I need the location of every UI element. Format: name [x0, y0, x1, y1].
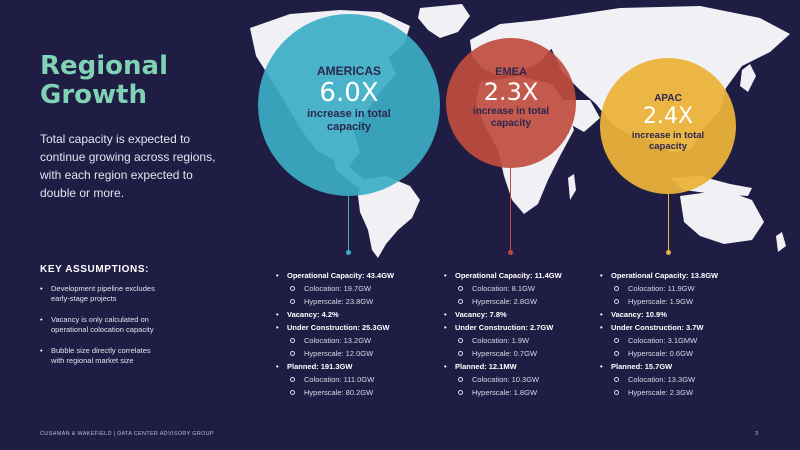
key-assumptions-heading: KEY ASSUMPTIONS: — [40, 264, 150, 275]
emea-construction-hyperscale: Hyperscale: 0.7GW — [444, 347, 562, 360]
apac-construction-hyperscale: Hyperscale: 0.6GW — [600, 347, 718, 360]
americas-operational-capacity: Operational Capacity: 43.4GW — [276, 269, 394, 282]
americas-planned-colocation: Colocation: 111.0GW — [276, 373, 394, 386]
emea-connector-dot — [508, 250, 513, 255]
intro-text: Total capacity is expected to continue g… — [40, 132, 216, 200]
map-japan — [740, 64, 756, 92]
emea-stats: Operational Capacity: 11.4GW Colocation:… — [444, 269, 562, 399]
americas-description: increase in total capacity — [307, 108, 391, 133]
americas-region-name: AMERICAS — [316, 64, 381, 78]
emea-planned-colocation: Colocation: 10.3GW — [444, 373, 562, 386]
key-assumptions-list: Development pipeline excludes early-stag… — [40, 284, 165, 377]
emea-region-name: EMEA — [495, 66, 527, 78]
americas-connector — [346, 196, 351, 255]
apac-operational-hyperscale: Hyperscale: 1.9GW — [600, 295, 718, 308]
emea-multiplier: 2.3X — [483, 78, 539, 106]
page-title-line2: Growth — [40, 80, 147, 110]
apac-operational-capacity: Operational Capacity: 13.8GW — [600, 269, 718, 282]
emea-bubble: EMEA 2.3X increase in total capacity — [446, 38, 576, 168]
emea-construction-colocation: Colocation: 1.9W — [444, 334, 562, 347]
emea-operational-capacity: Operational Capacity: 11.4GW — [444, 269, 562, 282]
emea-operational-colocation: Colocation: 8.1GW — [444, 282, 562, 295]
page-title: Regional Growth — [40, 52, 220, 110]
apac-multiplier: 2.4X — [642, 103, 694, 129]
page-number: 3 — [755, 431, 759, 437]
map-south-america — [358, 176, 420, 258]
emea-description: increase in total capacity — [472, 106, 550, 129]
apac-construction-colocation: Colocation: 3.1GMW — [600, 334, 718, 347]
emea-operational-hyperscale: Hyperscale: 2.8GW — [444, 295, 562, 308]
americas-multiplier: 6.0X — [319, 78, 379, 108]
americas-planned-hyperscale: Hyperscale: 80.2GW — [276, 386, 394, 399]
americas-operational-hyperscale: Hyperscale: 23.8GW — [276, 295, 394, 308]
map-australia — [680, 190, 764, 244]
apac-under-construction: Under Construction: 3.7W — [600, 321, 718, 334]
apac-planned: Planned: 15.7GW — [600, 360, 718, 373]
page-title-line1: Regional — [40, 51, 169, 81]
americas-vacancy: Vacancy: 4.2% — [276, 308, 394, 321]
footer-text: CUSHMAN & WAKEFIELD | DATA CENTER ADVISO… — [40, 431, 214, 437]
emea-planned: Planned: 12.1MW — [444, 360, 562, 373]
americas-under-construction: Under Construction: 25.3GW — [276, 321, 394, 334]
americas-operational-colocation: Colocation: 19.7GW — [276, 282, 394, 295]
apac-vacancy: Vacancy: 10.9% — [600, 308, 718, 321]
americas-connector-dot — [346, 250, 351, 255]
apac-stats: Operational Capacity: 13.8GW Colocation:… — [600, 269, 718, 399]
apac-bubble: APAC 2.4X increase in total capacity — [600, 58, 736, 194]
americas-construction-hyperscale: Hyperscale: 12.0GW — [276, 347, 394, 360]
map-madagascar — [568, 174, 576, 200]
emea-vacancy: Vacancy: 7.8% — [444, 308, 562, 321]
assumption-item: Development pipeline excludes early-stag… — [40, 284, 165, 303]
apac-connector — [666, 194, 671, 255]
americas-stats: Operational Capacity: 43.4GW Colocation:… — [276, 269, 394, 399]
americas-construction-colocation: Colocation: 13.2GW — [276, 334, 394, 347]
emea-under-construction: Under Construction: 2.7GW — [444, 321, 562, 334]
americas-planned: Planned: 191.3GW — [276, 360, 394, 373]
apac-planned-hyperscale: Hyperscale: 2.3GW — [600, 386, 718, 399]
map-greenland — [418, 4, 470, 38]
apac-description: increase in total capacity — [631, 129, 705, 152]
emea-connector — [508, 168, 513, 255]
assumption-item: Bubble size directly correlates with reg… — [40, 346, 165, 365]
apac-operational-colocation: Colocation: 11.9GW — [600, 282, 718, 295]
emea-planned-hyperscale: Hyperscale: 1.8GW — [444, 386, 562, 399]
americas-bubble: AMERICAS 6.0X increase in total capacity — [258, 14, 440, 196]
map-new-zealand — [776, 232, 786, 252]
apac-connector-dot — [666, 250, 671, 255]
apac-planned-colocation: Colocation: 13.3GW — [600, 373, 718, 386]
assumption-item: Vacancy is only calculated on operationa… — [40, 315, 165, 334]
apac-region-name: APAC — [654, 92, 682, 104]
